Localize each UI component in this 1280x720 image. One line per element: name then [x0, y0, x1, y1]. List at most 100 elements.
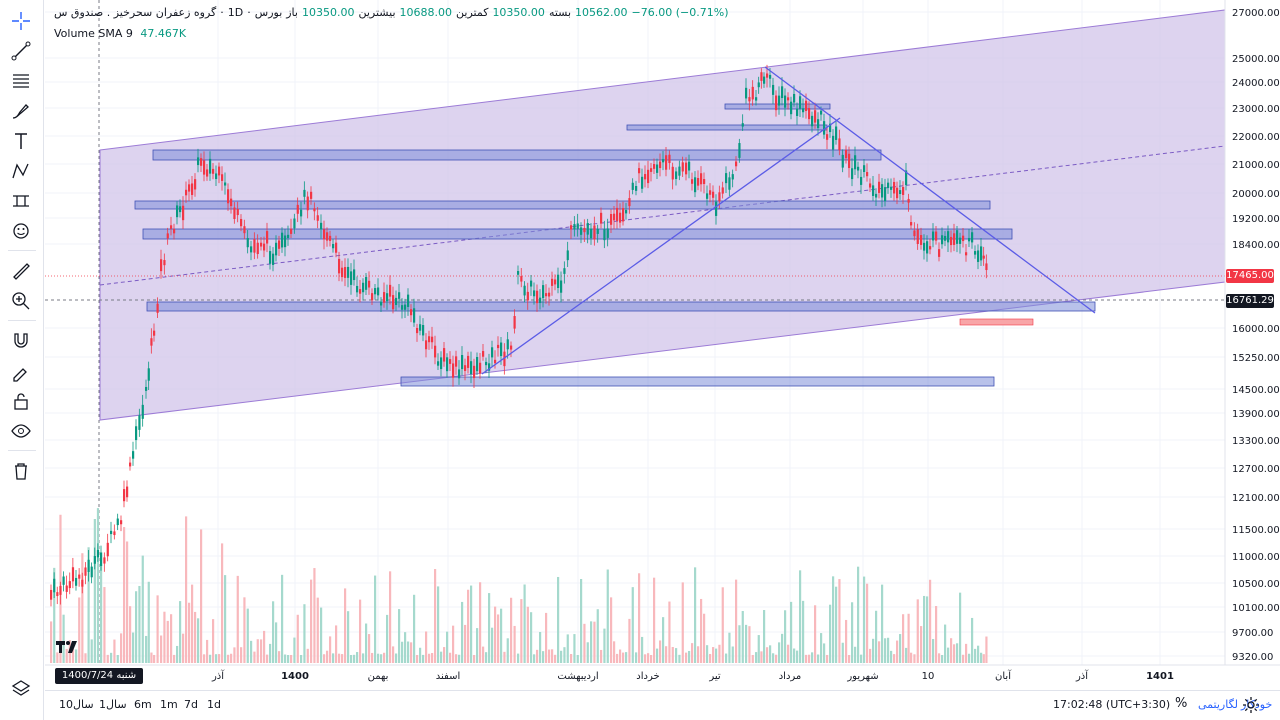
volume-bar: [123, 527, 126, 663]
magnet-icon[interactable]: [6, 328, 36, 354]
symbol-title[interactable]: گروه زعفران سحرخیز . صندوق س: [54, 6, 217, 19]
layers-icon[interactable]: [6, 676, 36, 702]
candle-body: [310, 191, 313, 199]
candle-body: [706, 193, 709, 199]
tradingview-logo[interactable]: [55, 638, 79, 656]
candle-body: [560, 280, 563, 293]
volume-bar: [461, 601, 464, 663]
candle-body: [890, 186, 893, 190]
emoji-icon[interactable]: [6, 218, 36, 244]
zone-rect[interactable]: [724, 103, 831, 110]
range-1y[interactable]: 1سال: [99, 698, 127, 711]
candle-body: [170, 225, 173, 229]
candle-body: [485, 361, 488, 366]
volume-bar: [269, 643, 272, 663]
eye-icon[interactable]: [6, 418, 36, 444]
brush-icon[interactable]: [6, 98, 36, 124]
volume-bar: [832, 576, 835, 663]
volume-bar: [668, 601, 671, 663]
clock[interactable]: 17:02:48 (UTC+3:30): [1053, 698, 1171, 711]
lock-icon[interactable]: [6, 388, 36, 414]
price-axis-label: 21000.00: [1232, 160, 1280, 171]
candle-body: [610, 214, 613, 225]
zone-rect[interactable]: [626, 124, 828, 131]
lock-drawing-icon[interactable]: [6, 358, 36, 384]
volume-bar: [81, 553, 84, 663]
volume-bar: [323, 654, 326, 663]
range-6m[interactable]: 6m: [134, 698, 152, 711]
candle-body: [341, 267, 344, 278]
text-icon[interactable]: [6, 128, 36, 154]
candle-body: [482, 351, 485, 357]
range-1m[interactable]: 1m: [160, 698, 178, 711]
range-1d[interactable]: 1d: [207, 698, 221, 711]
range-10y[interactable]: 10سال: [59, 698, 94, 711]
horizontal-lines-icon[interactable]: [6, 68, 36, 94]
candle-body: [326, 232, 329, 241]
candle-body: [659, 161, 662, 169]
volume-bar: [712, 647, 715, 663]
candle-body: [959, 237, 962, 244]
ruler-icon[interactable]: [6, 258, 36, 284]
volume-bar: [253, 651, 256, 663]
zone-rect[interactable]: [134, 200, 991, 210]
target-zone[interactable]: [959, 318, 1034, 326]
candle-body: [362, 282, 365, 293]
candle-body: [103, 557, 106, 564]
candle-body: [458, 369, 461, 379]
zone-rect[interactable]: [400, 376, 995, 387]
candle-body: [738, 143, 741, 158]
candle-body: [526, 291, 529, 301]
candle-body: [479, 362, 482, 374]
candle-body: [799, 96, 802, 109]
candle-body: [763, 76, 766, 84]
log-toggle[interactable]: لگاریتمی: [1198, 698, 1238, 711]
volume-value: 47.467K: [140, 27, 187, 40]
candle-body: [206, 169, 209, 177]
candle-body: [728, 177, 731, 190]
candle-body: [820, 110, 823, 115]
volume-bar: [173, 654, 176, 663]
volume-bar: [757, 635, 760, 663]
volume-bar: [741, 611, 744, 663]
candle-body: [741, 123, 744, 127]
volume-bar: [619, 649, 622, 663]
time-axis-label: آذر: [1075, 669, 1089, 682]
percent-toggle[interactable]: %: [1175, 696, 1188, 711]
candle-body: [368, 280, 371, 288]
volume-bar: [835, 586, 838, 663]
gear-icon[interactable]: [1242, 696, 1260, 714]
volume-bar: [278, 651, 281, 663]
candle-body: [440, 357, 443, 370]
price-axis-label: 12700.00: [1232, 464, 1280, 475]
volume-bar: [479, 582, 482, 663]
range-7d[interactable]: 7d: [184, 698, 198, 711]
candle-body: [596, 228, 599, 234]
candle-body: [320, 222, 323, 230]
candle-body: [823, 121, 826, 135]
volume-bar: [691, 643, 694, 663]
candle-body: [306, 196, 309, 211]
measure-icon[interactable]: [6, 188, 36, 214]
zoom-icon[interactable]: [6, 288, 36, 314]
candle-body: [551, 278, 554, 286]
price-chart[interactable]: 27000.00 25000.00 24000.00 23000.00 22000.00…: [45, 0, 1280, 690]
candle-body: [953, 233, 956, 245]
volume-bar: [593, 621, 596, 663]
candle-body: [62, 576, 65, 585]
zone-rect[interactable]: [146, 301, 1096, 312]
volume-bar: [410, 642, 413, 663]
crosshair-icon[interactable]: [6, 8, 36, 34]
pattern-icon[interactable]: [6, 158, 36, 184]
candle-body: [974, 251, 977, 255]
volume-bar: [554, 654, 557, 663]
volume-legend[interactable]: Volume SMA 9 47.467K: [54, 27, 186, 40]
volume-bar: [802, 600, 805, 663]
zone-rect[interactable]: [152, 149, 882, 161]
candle-body: [467, 355, 470, 368]
trash-icon[interactable]: [6, 458, 36, 484]
trend-line-icon[interactable]: [6, 38, 36, 64]
volume-bar: [953, 644, 956, 663]
volume-bar: [416, 654, 419, 663]
volume-bar: [893, 654, 896, 663]
